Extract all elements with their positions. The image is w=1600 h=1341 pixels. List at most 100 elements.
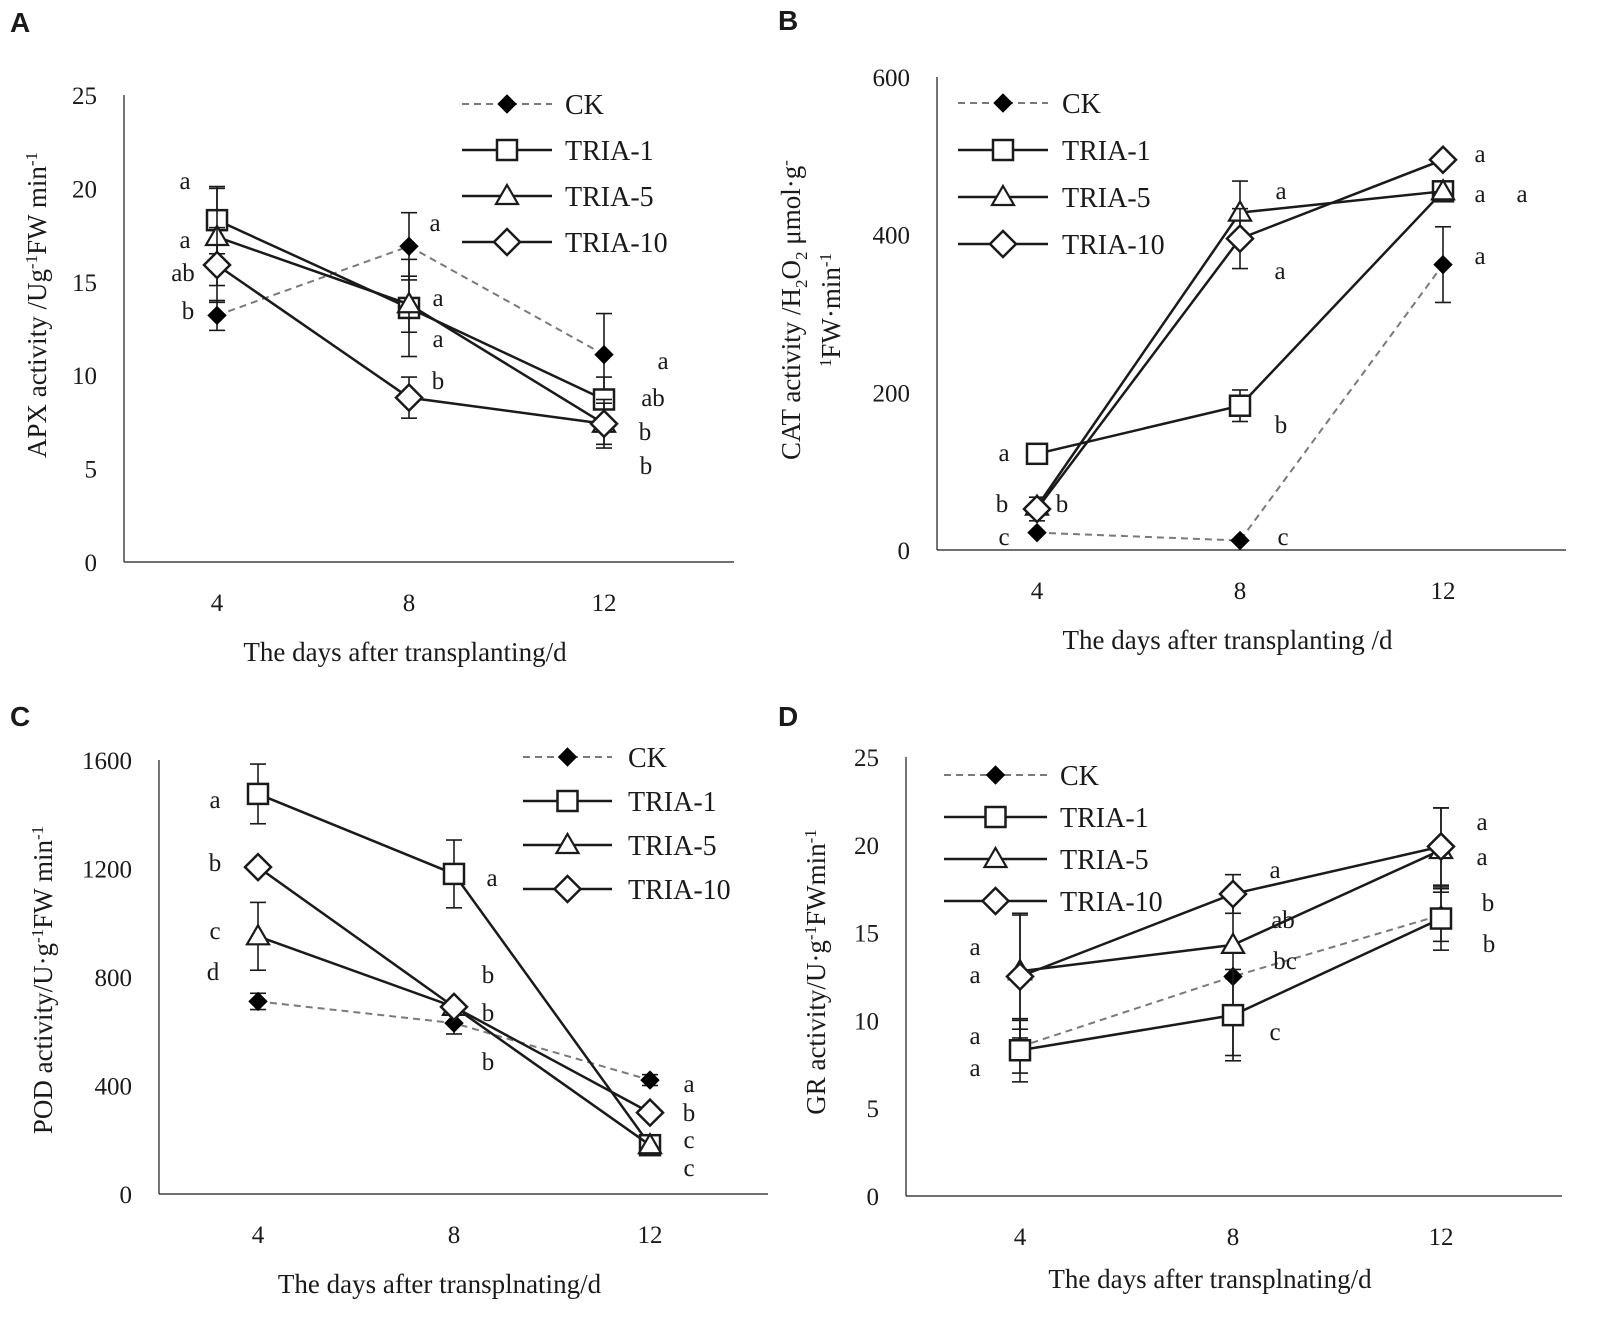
significance-label: a [432, 285, 443, 312]
legend-marker [556, 789, 579, 813]
significance-label: a [179, 227, 190, 254]
data-point [1428, 145, 1458, 175]
data-point [594, 344, 614, 365]
data-point [439, 992, 469, 1022]
series-tria-10: aaa [969, 807, 1488, 1039]
significance-label: a [1275, 178, 1286, 205]
significance-label: bc [1273, 948, 1297, 975]
x-tick-label: 12 [638, 1222, 663, 1249]
significance-label: b [1056, 491, 1069, 518]
legend-label: TRIA-10 [1060, 887, 1163, 918]
data-point [637, 1131, 663, 1155]
data-point [396, 291, 422, 314]
legend: CK TRIA-1 TRIA-5 TRIA-10 [958, 89, 1165, 261]
x-axis-title: The days after transplnating/d [278, 1269, 602, 1299]
x-tick-label: 8 [448, 1222, 461, 1249]
data-point [1225, 223, 1255, 254]
legend-label: TRIA-5 [1060, 845, 1149, 876]
significance-label: a [1274, 258, 1285, 285]
y-axis-title: APX activity /Ug-1FW min-1 [22, 152, 52, 458]
data-point [246, 782, 270, 806]
legend-label: TRIA-1 [628, 787, 717, 818]
y-tick-label: 5 [867, 1096, 880, 1123]
legend-marker [993, 93, 1013, 113]
significance-label: b [1275, 412, 1288, 439]
legend-label: CK [1060, 761, 1099, 792]
significance-label: a [998, 440, 1009, 467]
significance-label: b [209, 850, 222, 877]
y-tick-label: 5 [85, 457, 98, 484]
x-tick-label: 12 [592, 590, 617, 617]
y-axis-title-part: POD activity/U·g [28, 943, 58, 1134]
significance-label: a [1474, 141, 1485, 168]
y-axis-title-part: GR activity/U·g [801, 940, 831, 1115]
significance-label: a [657, 348, 668, 375]
legend-marker [497, 94, 517, 114]
significance-label: c [1269, 1019, 1280, 1046]
legend-label: TRIA-5 [565, 182, 654, 213]
legend-marker [980, 886, 1011, 916]
data-point [202, 250, 232, 280]
series-line [1019, 914, 1442, 1048]
legend-label: TRIA-5 [1062, 183, 1151, 214]
x-tick-label: 8 [403, 590, 416, 617]
data-point [1008, 1039, 1032, 1062]
y-axis-title-part: -1 [28, 929, 47, 943]
x-tick-label: 8 [1234, 578, 1247, 605]
significance-label: a [1474, 243, 1485, 270]
y-tick-label: 20 [72, 176, 97, 203]
data-point [1027, 522, 1047, 543]
significance-label: a [429, 210, 440, 237]
data-point [1228, 394, 1252, 417]
significance-label: ab [1271, 907, 1295, 934]
x-tick-label: 12 [1431, 578, 1456, 605]
x-tick-label: 12 [1429, 1224, 1454, 1251]
legend-label: TRIA-1 [565, 136, 654, 167]
significance-label: a [969, 1055, 980, 1082]
significance-label: c [1277, 524, 1288, 551]
data-point [635, 1097, 665, 1128]
legend-marker [988, 229, 1018, 259]
data-point [1433, 254, 1453, 275]
y-axis-title-part: μmol·g [776, 166, 806, 252]
y-axis-title-part: FWmin [801, 843, 831, 926]
x-axis-title: The days after transplanting /d [1063, 625, 1393, 655]
y-axis-title: POD activity/U·g-1FW min-1 [28, 826, 58, 1134]
panel-letter: D [778, 701, 798, 732]
data-point [1005, 961, 1035, 992]
data-point [1429, 907, 1453, 930]
data-point [394, 382, 424, 413]
y-tick-label: 25 [72, 83, 97, 110]
significance-label: a [969, 1023, 980, 1050]
panel-letter: A [10, 7, 30, 38]
significance-label: a [432, 326, 443, 353]
series-tria-1: a b a [998, 180, 1486, 467]
significance-label: b [639, 419, 652, 446]
x-tick-label: 4 [1014, 1224, 1027, 1251]
legend-marker [991, 138, 1015, 162]
x-tick-label: 4 [1031, 578, 1044, 605]
series-tria-1: a c b [969, 886, 1495, 1083]
x-tick-label: 4 [211, 590, 224, 617]
y-axis-title-part: APX activity /Ug [22, 269, 52, 458]
data-point [1022, 494, 1052, 524]
legend-label: TRIA-10 [565, 228, 668, 259]
y-axis-title-part: -1 [801, 926, 820, 940]
y-tick-label: 10 [72, 363, 97, 390]
legend-label: TRIA-10 [1062, 230, 1165, 261]
legend: CK TRIA-1 TRIA-5 TRIA-10 [462, 90, 668, 259]
significance-label: c [683, 1155, 694, 1182]
y-axis-title-part: 2 [792, 251, 811, 260]
significance-label: a [1269, 857, 1280, 884]
significance-label: a [209, 787, 220, 814]
legend-marker [552, 874, 583, 904]
series-tria-1: a a c [209, 763, 695, 1182]
y-axis-title-part: 2 [792, 279, 811, 288]
y-tick-label: 15 [854, 921, 879, 948]
significance-label: b [432, 368, 445, 395]
y-axis-title-part: O [776, 260, 806, 280]
x-axis-title: The days after transplnating/d [1048, 1264, 1372, 1294]
y-tick-label: 0 [898, 538, 911, 565]
